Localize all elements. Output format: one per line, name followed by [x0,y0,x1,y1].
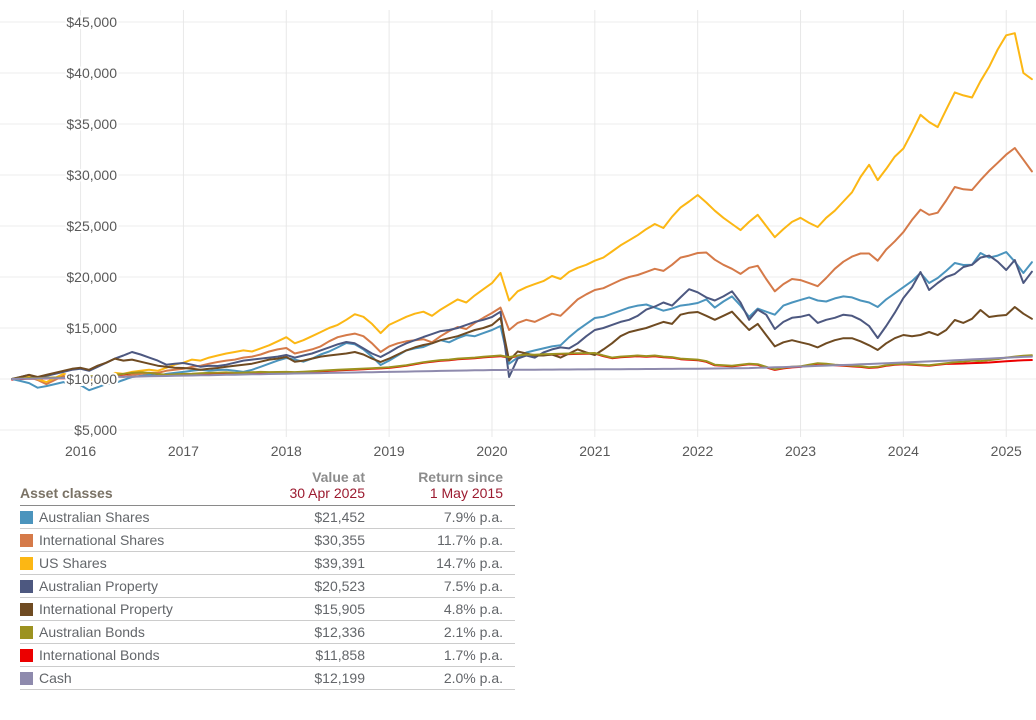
legend-row-international-shares[interactable]: International Shares $30,355 11.7% p.a. [20,528,515,552]
y-axis-labels: $45,000 $40,000 $35,000 $30,000 $25,000 $20,0… [64,12,119,440]
svg-text:$20,000: $20,000 [66,269,117,285]
x-axis-labels: 2016 2017 2018 2019 2020 2021 2022 2023 2024 2025 [65,443,1022,459]
series-color-swatch [20,511,33,524]
series-color-swatch [20,649,33,662]
svg-text:$45,000: $45,000 [66,14,117,30]
return-since-header: Return since [418,469,503,485]
asset-class-return: 2.0% p.a. [365,666,515,690]
legend-header-row-1: Value at Return since [20,466,515,485]
asset-class-return: 2.1% p.a. [365,620,515,644]
svg-text:2021: 2021 [579,443,610,459]
asset-class-name: Cash [39,670,72,686]
legend-row-us-shares[interactable]: US Shares $39,391 14.7% p.a. [20,551,515,575]
svg-text:2020: 2020 [476,443,507,459]
legend-header-row-2: Asset classes 30 Apr 2025 1 May 2015 [20,485,515,506]
series-color-swatch [20,626,33,639]
series-line-us-shares [11,32,1033,384]
asset-class-return: 7.9% p.a. [365,505,515,529]
series-color-swatch [20,534,33,547]
asset-class-value: $39,391 [265,551,365,575]
asset-class-name: International Property [39,601,173,617]
svg-text:2019: 2019 [374,443,405,459]
svg-text:2022: 2022 [682,443,713,459]
asset-class-value: $12,336 [265,620,365,644]
svg-text:$5,000: $5,000 [74,422,117,438]
asset-class-value: $11,858 [265,643,365,667]
svg-text:$25,000: $25,000 [66,218,117,234]
value-at-header: Value at [312,469,365,485]
series-line-cash [11,355,1033,380]
return-date-header: 1 May 2015 [365,485,515,506]
series-color-swatch [20,603,33,616]
series-line-international-property [11,306,1033,380]
asset-class-name: Australian Property [39,578,159,594]
asset-classes-header: Asset classes [20,485,265,506]
asset-class-value: $20,523 [265,574,365,598]
series-color-swatch [20,557,33,570]
svg-text:$35,000: $35,000 [66,116,117,132]
asset-class-name: US Shares [39,555,107,571]
growth-chart[interactable]: $45,000 $40,000 $35,000 $30,000 $25,000 $20,0… [0,0,1036,690]
asset-class-return: 14.7% p.a. [365,551,515,575]
asset-class-return: 11.7% p.a. [365,528,515,552]
asset-class-name: Australian Bonds [39,624,145,640]
asset-class-line-chart[interactable]: $45,000 $40,000 $35,000 $30,000 $25,000 $20,0… [0,0,1036,462]
asset-class-value: $15,905 [265,597,365,621]
asset-class-value: $12,199 [265,666,365,690]
legend-table: Value at Return since Asset classes 30 A… [20,466,515,690]
series-line-australian-property [11,254,1033,380]
legend-row-international-bonds[interactable]: International Bonds $11,858 1.7% p.a. [20,643,515,667]
svg-text:$40,000: $40,000 [66,65,117,81]
series-lines [11,32,1033,392]
series-color-swatch [20,672,33,685]
svg-text:$15,000: $15,000 [66,320,117,336]
svg-text:2023: 2023 [785,443,816,459]
asset-class-name: Australian Shares [39,509,150,525]
legend-row-cash[interactable]: Cash $12,199 2.0% p.a. [20,666,515,690]
legend-row-australian-property[interactable]: Australian Property $20,523 7.5% p.a. [20,574,515,598]
asset-class-return: 7.5% p.a. [365,574,515,598]
vertical-gridlines [80,10,1007,437]
asset-class-name: International Bonds [39,647,160,663]
series-color-swatch [20,580,33,593]
svg-text:2018: 2018 [271,443,302,459]
horizontal-gridlines [0,21,1036,431]
svg-text:2016: 2016 [65,443,96,459]
svg-text:2017: 2017 [168,443,199,459]
series-line-australian-bonds [11,352,1033,380]
svg-text:$10,000: $10,000 [66,371,117,387]
asset-class-value: $30,355 [265,528,365,552]
asset-class-name: International Shares [39,532,165,548]
asset-class-return: 1.7% p.a. [365,643,515,667]
asset-class-return: 4.8% p.a. [365,597,515,621]
svg-text:2025: 2025 [991,443,1022,459]
legend-row-australian-bonds[interactable]: Australian Bonds $12,336 2.1% p.a. [20,620,515,644]
legend-row-international-property[interactable]: International Property $15,905 4.8% p.a. [20,597,515,621]
svg-text:2024: 2024 [888,443,919,459]
value-date-header: 30 Apr 2025 [265,485,365,506]
legend-row-australian-shares[interactable]: Australian Shares $21,452 7.9% p.a. [20,505,515,529]
svg-text:$30,000: $30,000 [66,167,117,183]
asset-class-value: $21,452 [265,505,365,529]
